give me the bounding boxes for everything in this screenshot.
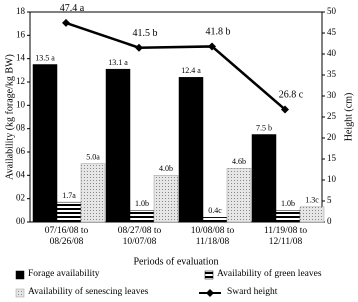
y2-tick-label: 50 [327,6,337,16]
data-label: 5.0a [86,152,100,161]
line-marker [135,43,143,52]
y2-tick-label: 10 [327,174,337,184]
data-label: 1.3c [305,196,319,205]
y2-tick-label: 35 [327,69,337,79]
bar [56,201,82,223]
data-label: 1.0b [135,199,149,208]
bar [275,210,301,223]
legend-swatch [206,289,214,297]
y-tick-label: 00 [16,216,26,226]
bar [299,206,325,223]
y-tick-label: 12 [16,76,25,86]
line-marker [62,18,70,27]
y2-tick-label: 20 [327,132,337,142]
legend-label: Sward height [227,287,278,297]
data-label: 41.8 b [206,27,231,38]
y2-tick-label: 5 [327,195,332,205]
x-tick-label: 10/08/08 to 11/18/08 [190,226,235,247]
data-label: 1.7a [62,191,76,200]
y2-tick-label: 40 [327,48,337,58]
data-label: 4.6b [232,157,246,166]
bar [153,175,179,223]
legend-label: Availability of green leaves [217,269,322,279]
bar [202,217,228,223]
data-label: 12.4 a [181,66,201,75]
y-axis-label: Availability (kg forage/kg BW) [4,54,15,180]
data-label: 4.0b [159,164,173,173]
legend-swatch [15,270,25,280]
x-tick-label: 11/19/08 to 12/11/08 [263,226,308,247]
y2-tick-label: 15 [327,153,337,163]
legend-label: Forage availability [28,269,100,279]
y-tick-label: 18 [16,6,26,16]
line-marker [281,105,289,114]
legend-swatch [15,288,25,298]
y-tick-label: 16 [16,29,26,39]
x-tick-label: 08/27/08 to 10/07/08 [117,226,162,247]
y-tick-label: 10 [16,99,26,109]
y2-tick-label: 25 [327,111,337,121]
data-label: 26.8 c [279,90,304,101]
legend-swatch [204,270,214,280]
y2-tick-label: 45 [327,27,337,37]
line-marker [208,42,216,51]
data-label: 0.4c [208,206,222,215]
y2-tick-label: 0 [327,216,332,226]
bar [32,64,58,223]
y-tick-label: 04 [16,169,26,179]
data-label: 1.0b [281,199,295,208]
data-label: 7.5 b [256,123,272,132]
y-tick-label: 06 [16,146,26,156]
data-label: 47.4 a [60,3,85,14]
line [65,21,286,111]
legend-label: Availability of senescing leaves [28,287,149,297]
y-tick-label: 14 [16,53,26,63]
data-label: 13.5 a [35,53,55,62]
data-label: 13.1 a [108,58,128,67]
bar [226,168,252,223]
x-axis-label: Periods of evaluation [134,256,219,267]
bar [105,68,131,223]
data-label: 41.5 b [133,28,158,39]
x-tick-label: 07/16/08 to 08/26/08 [44,226,89,247]
bar [80,163,106,223]
y-tick-label: 08 [16,123,26,133]
y-tick-label: 02 [16,193,25,203]
bar [129,210,155,223]
bar [178,77,204,223]
bar [251,134,277,223]
y2-axis-label: Height (cm) [343,93,354,142]
y2-tick-label: 30 [327,90,337,100]
